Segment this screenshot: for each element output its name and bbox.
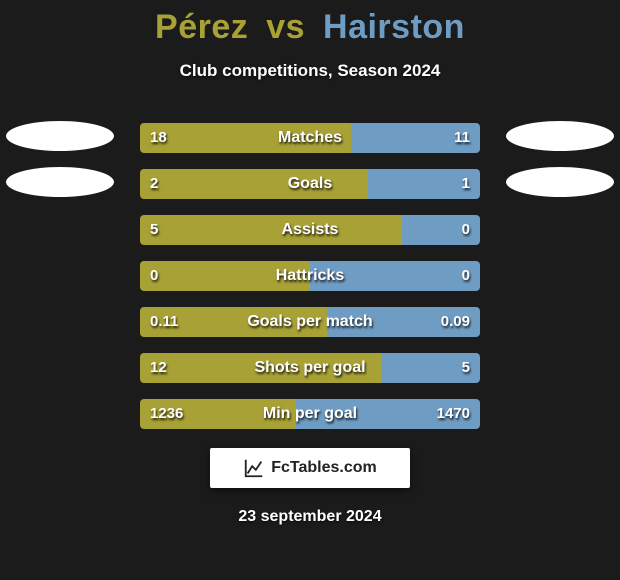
vs-label: vs bbox=[266, 8, 305, 46]
comparison-infographic: Pérez vs Hairston Club competitions, Sea… bbox=[0, 8, 620, 580]
stat-row: 00Hattricks bbox=[0, 253, 620, 299]
date-label: 23 september 2024 bbox=[0, 508, 620, 526]
player2-name: Hairston bbox=[323, 8, 465, 46]
player2-disc bbox=[506, 121, 614, 151]
stats-rows: 1811Matches21Goals50Assists00Hattricks0.… bbox=[0, 115, 620, 437]
stat-row: 1811Matches bbox=[0, 115, 620, 161]
stat-row: 12361470Min per goal bbox=[0, 391, 620, 437]
subtitle: Club competitions, Season 2024 bbox=[0, 61, 620, 81]
page-title: Pérez vs Hairston bbox=[0, 8, 620, 47]
stat-row: 125Shots per goal bbox=[0, 345, 620, 391]
stat-row: 0.110.09Goals per match bbox=[0, 299, 620, 345]
stat-label: Goals bbox=[140, 169, 480, 199]
stat-label: Hattricks bbox=[140, 261, 480, 291]
player1-name: Pérez bbox=[155, 8, 248, 46]
stat-label: Goals per match bbox=[140, 307, 480, 337]
chart-icon bbox=[243, 457, 265, 479]
attribution-badge: FcTables.com bbox=[210, 448, 410, 488]
player2-disc bbox=[506, 167, 614, 197]
stat-label: Matches bbox=[140, 123, 480, 153]
player1-disc bbox=[6, 121, 114, 151]
stat-row: 50Assists bbox=[0, 207, 620, 253]
stat-label: Min per goal bbox=[140, 399, 480, 429]
stat-row: 21Goals bbox=[0, 161, 620, 207]
player1-disc bbox=[6, 167, 114, 197]
stat-label: Shots per goal bbox=[140, 353, 480, 383]
stat-label: Assists bbox=[140, 215, 480, 245]
attribution-label: FcTables.com bbox=[271, 459, 377, 477]
